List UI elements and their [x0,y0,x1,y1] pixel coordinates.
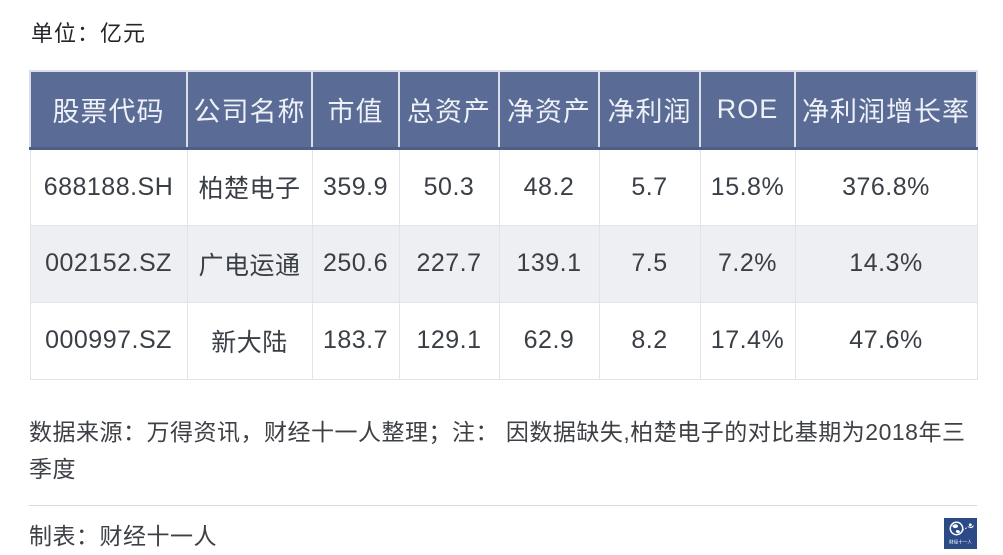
cell-roe: 15.8% [699,147,796,226]
cell-net-profit-growth: 47.6% [794,301,978,380]
table-row: 002152.SZ 广电运通 250.6 227.7 139.1 7.5 7.2… [29,224,978,303]
cell-net-assets: 139.1 [498,224,600,303]
footer-divider [29,504,977,506]
cell-roe: 17.4% [699,301,796,380]
col-header-net-assets: 净资产 [498,70,600,150]
cell-stock-code: 688188.SH [29,147,188,226]
col-header-roe: ROE [699,70,796,150]
cell-market-cap: 359.9 [311,147,400,226]
col-header-company-name: 公司名称 [186,70,313,150]
cell-stock-code: 002152.SZ [29,224,188,303]
logo-text: 财经十一人 [949,539,972,546]
financial-comparison-table: 股票代码 公司名称 市值 总资产 净资产 净利润 ROE 净利润增长率 6881… [29,70,978,380]
cell-net-profit: 8.2 [598,301,701,380]
cell-net-profit: 5.7 [598,147,701,226]
cell-net-assets: 62.9 [498,301,600,380]
source-note-line2: 季度 [29,455,76,482]
source-note: 数据来源：万得资讯，财经十一人整理；注： 因数据缺失,柏楚电子的对比基期为201… [29,414,976,488]
table-row: 688188.SH 柏楚电子 359.9 50.3 48.2 5.7 15.8%… [29,147,978,226]
cell-company-name: 广电运通 [186,224,313,303]
col-header-net-profit-growth: 净利润增长率 [794,70,978,150]
cell-total-assets: 129.1 [398,301,500,380]
cell-market-cap: 183.7 [311,301,400,380]
credit-label: 制表：财经十一人 [29,522,217,549]
cell-company-name: 新大陆 [186,301,313,380]
cell-net-assets: 48.2 [498,147,600,226]
cell-company-name: 柏楚电子 [186,147,313,226]
cell-market-cap: 250.6 [311,224,400,303]
cell-net-profit-growth: 376.8% [794,147,978,226]
source-note-line1: 数据来源：万得资讯，财经十一人整理；注： 因数据缺失,柏楚电子的对比基期为201… [29,418,966,445]
col-header-stock-code: 股票代码 [29,70,188,150]
cell-total-assets: 50.3 [398,147,500,226]
col-header-total-assets: 总资产 [398,70,500,150]
caijing-eleven-logo-icon: 财经十一人 [944,518,977,549]
cell-total-assets: 227.7 [398,224,500,303]
col-header-market-cap: 市值 [311,70,400,150]
table-body: 688188.SH 柏楚电子 359.9 50.3 48.2 5.7 15.8%… [29,147,978,380]
table-header: 股票代码 公司名称 市值 总资产 净资产 净利润 ROE 净利润增长率 [29,70,978,150]
cell-stock-code: 000997.SZ [29,301,188,380]
col-header-net-profit: 净利润 [598,70,701,150]
cell-roe: 7.2% [699,224,796,303]
cell-net-profit: 7.5 [598,224,701,303]
unit-label: 单位：亿元 [31,21,147,46]
table-row: 000997.SZ 新大陆 183.7 129.1 62.9 8.2 17.4%… [29,301,978,380]
cell-net-profit-growth: 14.3% [794,224,978,303]
header-row: 股票代码 公司名称 市值 总资产 净资产 净利润 ROE 净利润增长率 [29,70,978,150]
footer-row: 制表：财经十一人 财经十一人 [29,517,977,551]
